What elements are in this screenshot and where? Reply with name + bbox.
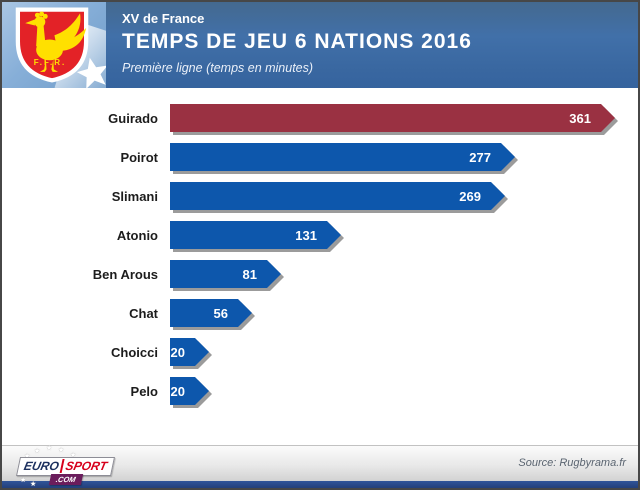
bar-value: 81 — [242, 266, 257, 282]
bar-row: Ben Arous 81 — [2, 260, 638, 288]
source-credit: Source: Rugbyrama.fr — [518, 457, 626, 469]
header-team: XV de France — [122, 11, 205, 26]
bar-row: Pelo 20 — [2, 377, 638, 405]
bar-row: Chat 56 — [2, 299, 638, 327]
ffr-shield-icon — [15, 7, 89, 83]
bar-label: Atonio — [116, 227, 158, 243]
ffr-logo: F.F.R. — [2, 2, 106, 88]
eu-star-icon: ★ — [34, 448, 41, 455]
star-icon — [76, 57, 106, 88]
bar: 20 — [170, 338, 209, 366]
bar-value: 277 — [469, 149, 491, 165]
bar-row: Choicci 20 — [2, 338, 638, 366]
eu-star-icon: ★ — [24, 452, 30, 460]
eu-star-icon: ★ — [46, 445, 53, 452]
bar-label: Ben Arous — [92, 266, 158, 282]
header-text-block: XV de France TEMPS DE JEU 6 NATIONS 2016… — [106, 2, 472, 88]
eu-star-icon: ★ — [30, 481, 37, 488]
bottom-blue-strip — [2, 481, 638, 488]
eu-star-icon: ★ — [70, 452, 77, 459]
eurosport-euro: EURO — [22, 459, 61, 473]
bar-row: Guirado 361 — [2, 104, 638, 132]
bar: 20 — [170, 377, 209, 405]
eurosport-sport: SPORT — [59, 459, 109, 473]
bar-row: Poirot 277 — [2, 143, 638, 171]
bar-label: Pelo — [130, 383, 158, 399]
bar-value: 20 — [170, 383, 185, 399]
bar-row: Slimani 269 — [2, 182, 638, 210]
page-title: TEMPS DE JEU 6 NATIONS 2016 — [122, 30, 472, 53]
bar-label: Choicci — [111, 344, 158, 360]
eu-star-icon: ★ — [20, 477, 27, 484]
bar-label: Guirado — [108, 110, 158, 126]
bar: 361 — [170, 104, 615, 132]
bar: 131 — [170, 221, 341, 249]
bar-value: 20 — [170, 344, 185, 360]
bar-value: 269 — [459, 188, 481, 204]
eu-star-icon: ★ — [58, 447, 65, 454]
header: F.F.R. XV de France TEMPS DE JEU 6 NATIO… — [2, 2, 638, 88]
bar: 277 — [170, 143, 515, 171]
bar-value: 56 — [213, 305, 228, 321]
bar: 81 — [170, 260, 281, 288]
bar: 269 — [170, 182, 505, 210]
bar-label: Poirot — [120, 149, 158, 165]
eurosport-com: .COM — [48, 474, 83, 485]
bar: 56 — [170, 299, 252, 327]
header-subtitle: Première ligne (temps en minutes) — [122, 61, 314, 75]
bar-label: Chat — [129, 305, 158, 321]
bar-value: 131 — [295, 227, 317, 243]
rooster-icon — [25, 11, 87, 72]
bar-chart: Guirado 361 Poirot 277 Slimani 269 Atonio 131 Be… — [2, 88, 638, 445]
bar-row: Atonio 131 — [2, 221, 638, 249]
bar-label: Slimani — [111, 188, 158, 204]
ffr-text: F.F.R. — [33, 58, 67, 67]
bar-value: 361 — [569, 110, 591, 126]
